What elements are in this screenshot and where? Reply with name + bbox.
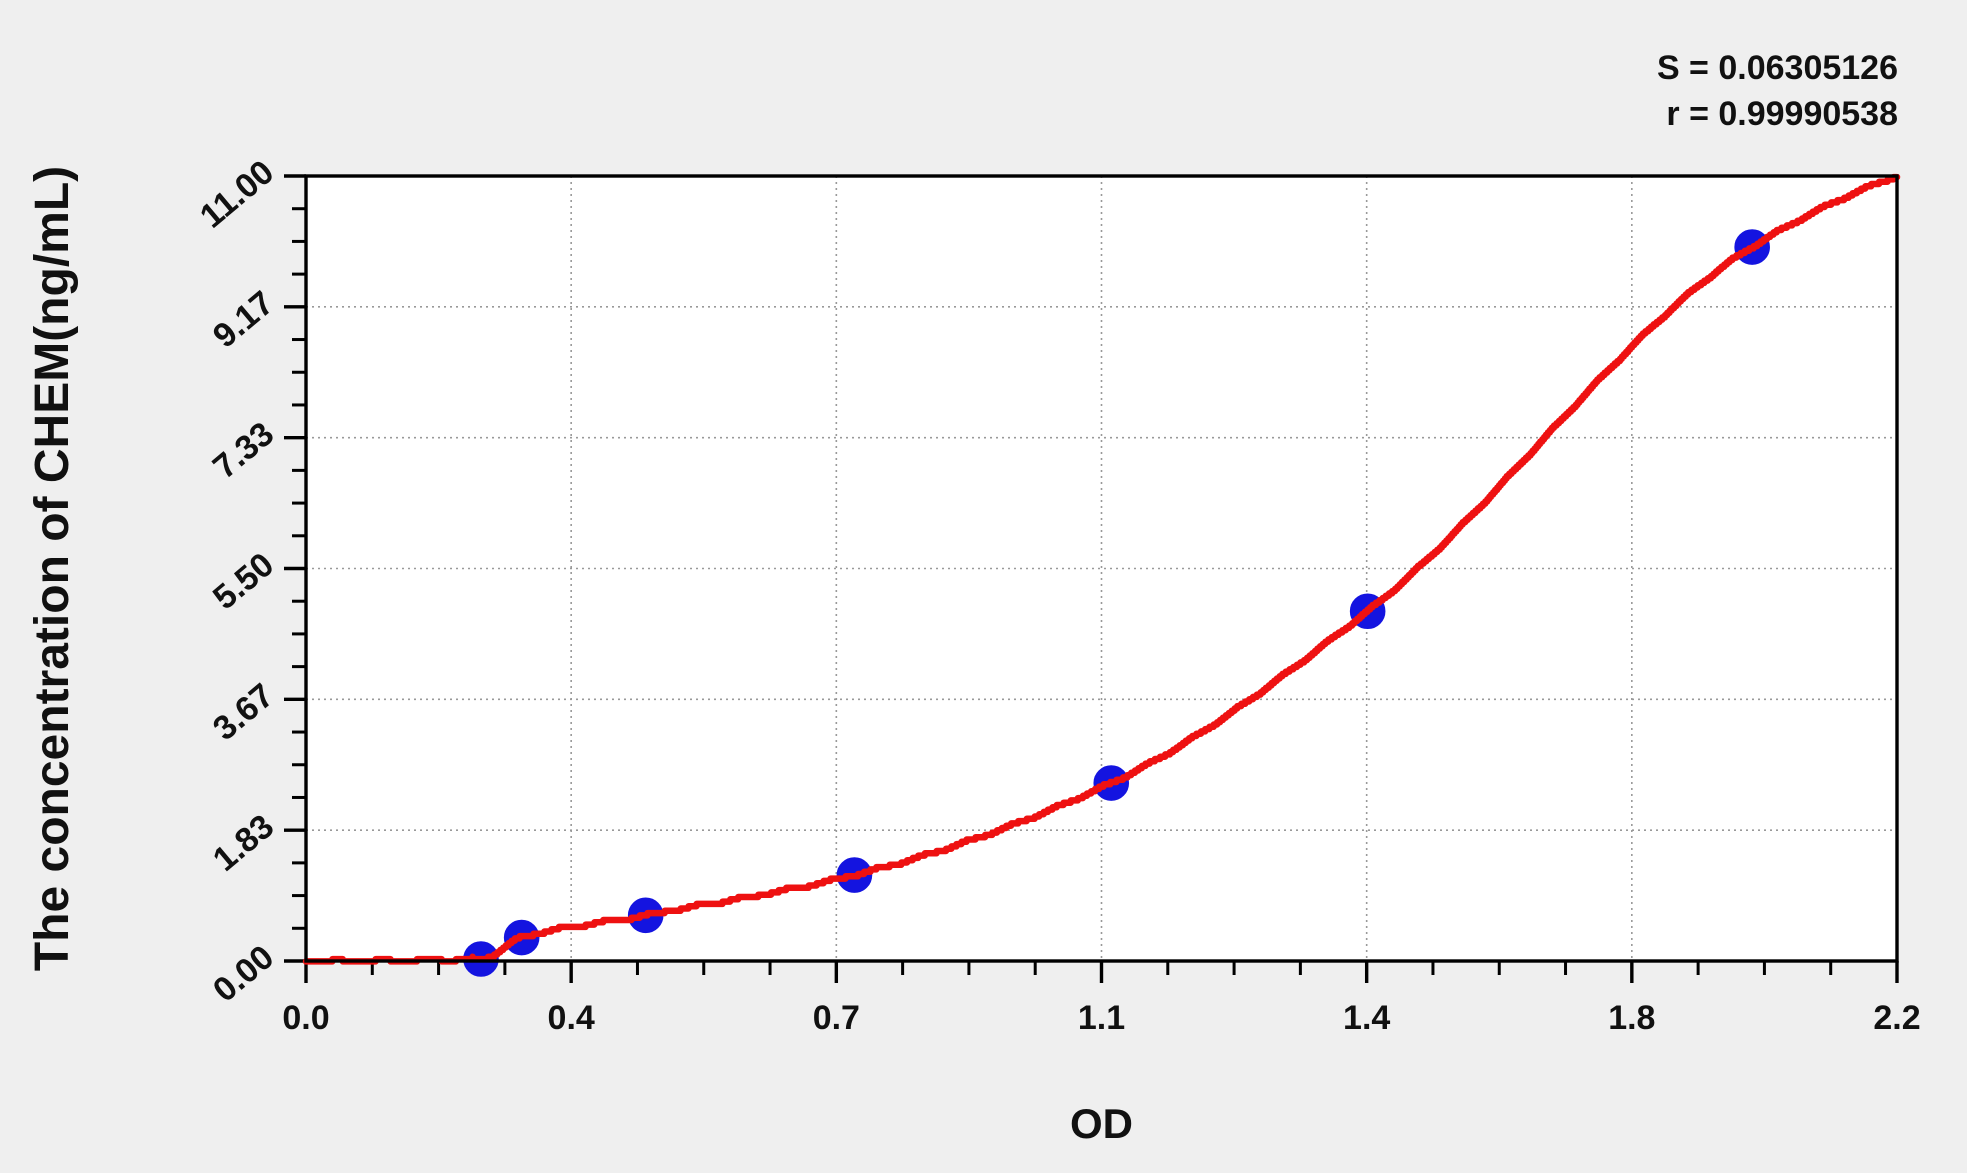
svg-text:r = 0.99990538: r = 0.99990538 [1666,95,1898,133]
svg-text:The concentration of CHEM(ng/m: The concentration of CHEM(ng/mL) [26,166,79,971]
svg-text:0.7: 0.7 [813,999,860,1037]
svg-text:1.1: 1.1 [1078,999,1125,1037]
svg-text:OD: OD [1070,1100,1133,1147]
svg-text:0.0: 0.0 [282,999,329,1037]
svg-text:2.2: 2.2 [1873,999,1920,1037]
svg-text:S = 0.06305126: S = 0.06305126 [1657,49,1898,87]
svg-text:1.8: 1.8 [1608,999,1655,1037]
svg-text:1.4: 1.4 [1343,999,1390,1037]
svg-text:0.4: 0.4 [548,999,595,1037]
